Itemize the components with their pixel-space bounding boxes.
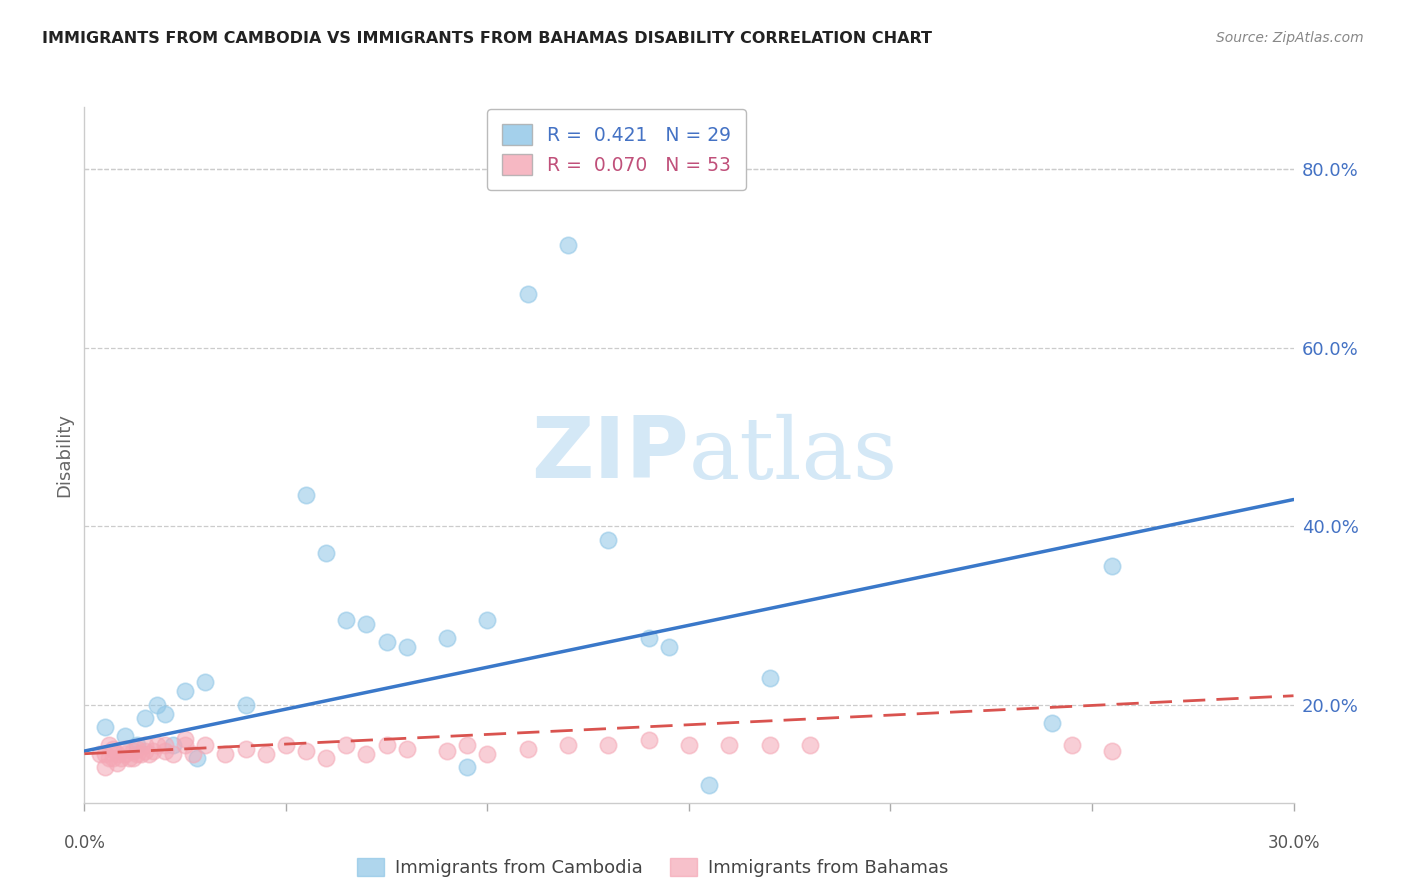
Point — [598, 533, 620, 547]
Point — [114, 729, 136, 743]
Point — [477, 613, 499, 627]
Point — [235, 698, 257, 712]
Point — [718, 738, 741, 752]
Point — [1040, 715, 1063, 730]
Text: IMMIGRANTS FROM CAMBODIA VS IMMIGRANTS FROM BAHAMAS DISABILITY CORRELATION CHART: IMMIGRANTS FROM CAMBODIA VS IMMIGRANTS F… — [42, 31, 932, 46]
Point — [516, 742, 538, 756]
Point — [557, 738, 579, 752]
Point — [110, 751, 132, 765]
Point — [118, 751, 141, 765]
Point — [436, 631, 458, 645]
Point — [101, 751, 124, 765]
Point — [335, 613, 357, 627]
Point — [194, 675, 217, 690]
Text: 30.0%: 30.0% — [1267, 834, 1320, 852]
Point — [436, 744, 458, 758]
Point — [125, 747, 148, 761]
Point — [477, 747, 499, 761]
Point — [142, 744, 165, 758]
Text: atlas: atlas — [689, 413, 898, 497]
Point — [89, 747, 111, 761]
Point — [274, 738, 297, 752]
Point — [315, 751, 337, 765]
Point — [121, 744, 143, 758]
Point — [637, 733, 659, 747]
Point — [97, 751, 120, 765]
Point — [758, 738, 780, 752]
Point — [146, 698, 169, 712]
Point — [105, 756, 128, 770]
Point — [456, 760, 478, 774]
Point — [114, 747, 136, 761]
Point — [153, 744, 176, 758]
Point — [181, 747, 204, 761]
Point — [97, 738, 120, 752]
Point — [1060, 738, 1083, 752]
Point — [125, 742, 148, 756]
Point — [516, 287, 538, 301]
Point — [153, 738, 176, 752]
Point — [637, 631, 659, 645]
Point — [93, 760, 115, 774]
Point — [186, 751, 208, 765]
Point — [194, 738, 217, 752]
Text: 0.0%: 0.0% — [63, 834, 105, 852]
Point — [658, 640, 681, 654]
Point — [153, 706, 176, 721]
Point — [1101, 559, 1123, 574]
Point — [129, 747, 152, 761]
Point — [335, 738, 357, 752]
Point — [162, 738, 184, 752]
Point — [395, 742, 418, 756]
Point — [598, 738, 620, 752]
Point — [134, 738, 156, 752]
Y-axis label: Disability: Disability — [55, 413, 73, 497]
Point — [295, 744, 318, 758]
Point — [121, 751, 143, 765]
Point — [295, 488, 318, 502]
Point — [214, 747, 236, 761]
Point — [162, 747, 184, 761]
Point — [254, 747, 277, 761]
Point — [697, 778, 720, 792]
Point — [174, 731, 197, 746]
Point — [146, 738, 169, 752]
Point — [395, 640, 418, 654]
Point — [174, 684, 197, 698]
Point — [138, 747, 160, 761]
Point — [315, 546, 337, 560]
Point — [758, 671, 780, 685]
Point — [114, 742, 136, 756]
Point — [101, 742, 124, 756]
Point — [557, 238, 579, 252]
Text: Source: ZipAtlas.com: Source: ZipAtlas.com — [1216, 31, 1364, 45]
Point — [799, 738, 821, 752]
Point — [174, 738, 197, 752]
Point — [93, 747, 115, 761]
Point — [456, 738, 478, 752]
Point — [356, 617, 378, 632]
Point — [105, 747, 128, 761]
Legend: Immigrants from Cambodia, Immigrants from Bahamas: Immigrants from Cambodia, Immigrants fro… — [350, 850, 956, 884]
Point — [375, 635, 398, 649]
Point — [134, 711, 156, 725]
Point — [125, 738, 148, 752]
Point — [375, 738, 398, 752]
Text: ZIP: ZIP — [531, 413, 689, 497]
Point — [235, 742, 257, 756]
Point — [678, 738, 700, 752]
Point — [134, 744, 156, 758]
Point — [1101, 744, 1123, 758]
Point — [356, 747, 378, 761]
Point — [93, 720, 115, 734]
